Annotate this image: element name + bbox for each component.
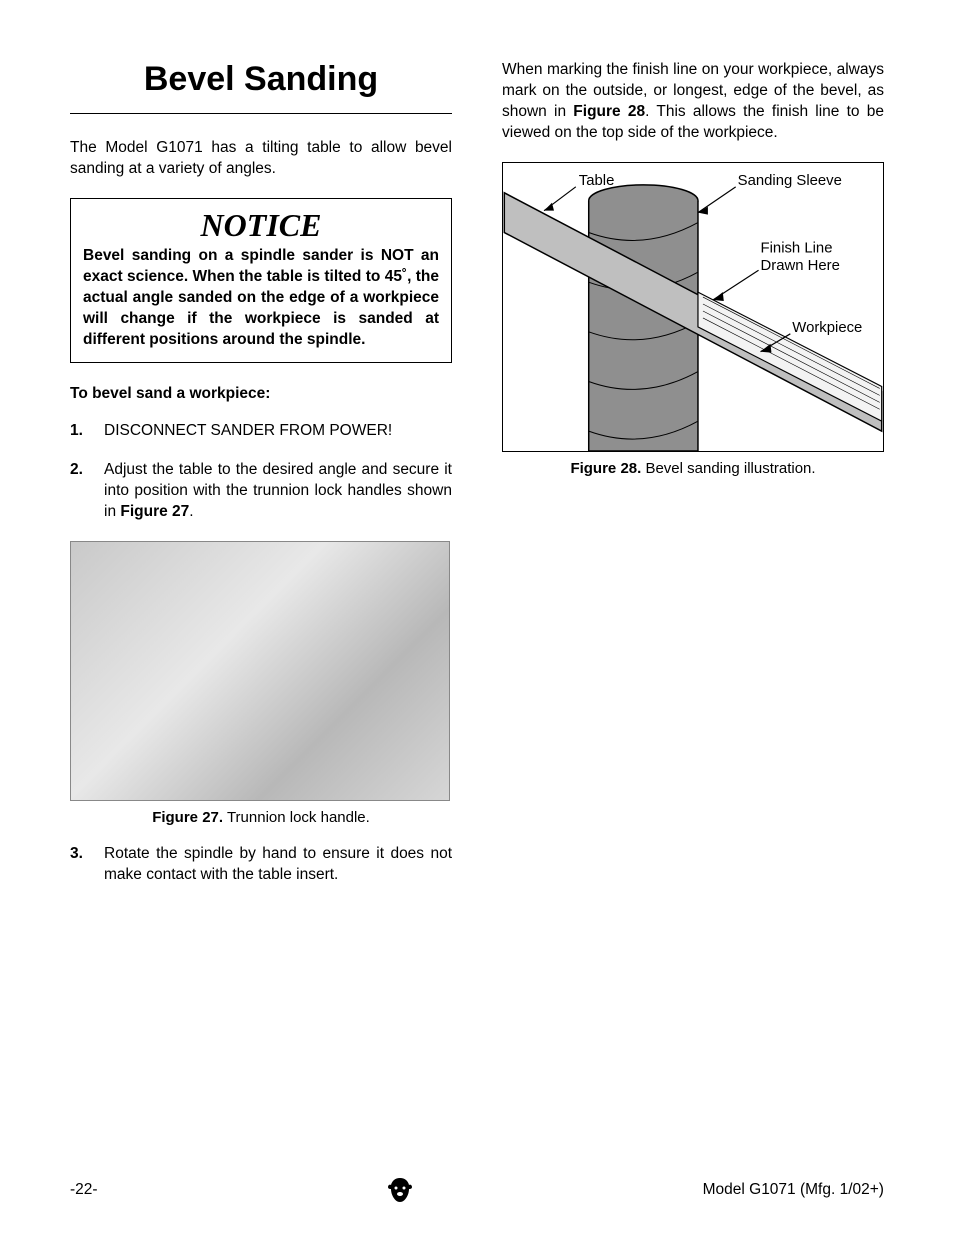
step-number: 1. [70, 421, 104, 442]
page-number: -22- [70, 1181, 98, 1199]
procedure-lead: To bevel sand a workpiece: [70, 385, 452, 403]
bear-logo-icon [385, 1175, 415, 1205]
notice-text: Bevel sanding on a spindle sander is NOT… [83, 246, 439, 351]
notice-box: NOTICE Bevel sanding on a spindle sander… [70, 198, 452, 364]
notice-heading: NOTICE [83, 207, 439, 244]
arrowhead-sleeve [698, 206, 708, 214]
step-3: 3. Rotate the spindle by hand to ensure … [70, 844, 452, 886]
step-text: Adjust the table to the desired angle an… [104, 460, 452, 523]
right-paragraph: When marking the finish line on your wor… [502, 60, 884, 144]
two-column-layout: Bevel Sanding The Model G1071 has a tilt… [70, 60, 884, 904]
page-footer: -22- Model G1071 (Mfg. 1/02+) [70, 1175, 884, 1205]
arrowhead-finish [713, 292, 724, 301]
figure-28-diagram: Table Sanding Sleeve Finish Line Drawn H… [502, 162, 884, 452]
title-rule [70, 113, 452, 114]
figure-27: Figure 27. Trunnion lock handle. [70, 541, 452, 826]
figure-28-label: Figure 28. [570, 460, 641, 477]
steps-list: 1. DISCONNECT SANDER FROM POWER! 2. Adju… [70, 421, 452, 523]
label-sleeve: Sanding Sleeve [738, 173, 842, 189]
figure-27-photo [70, 541, 450, 801]
step-text: DISCONNECT SANDER FROM POWER! [104, 421, 452, 442]
step-1: 1. DISCONNECT SANDER FROM POWER! [70, 421, 452, 442]
model-info: Model G1071 (Mfg. 1/02+) [703, 1181, 884, 1199]
intro-paragraph: The Model G1071 has a tilting table to a… [70, 138, 452, 180]
left-column: Bevel Sanding The Model G1071 has a tilt… [70, 60, 452, 904]
step-2: 2. Adjust the table to the desired angle… [70, 460, 452, 523]
step-text-post: . [189, 503, 193, 520]
figure-27-label: Figure 27. [152, 809, 223, 826]
figure-27-caption-text: Trunnion lock handle. [223, 809, 370, 826]
figure-28: Table Sanding Sleeve Finish Line Drawn H… [502, 162, 884, 477]
workpiece-shape [698, 292, 882, 421]
figure-28-caption: Figure 28. Bevel sanding illustration. [502, 460, 884, 477]
label-finish-1: Finish Line [761, 240, 833, 256]
label-workpiece: Workpiece [792, 320, 862, 336]
label-table: Table [579, 173, 615, 189]
figure-27-caption: Figure 27. Trunnion lock handle. [70, 809, 452, 826]
right-column: When marking the finish line on your wor… [502, 60, 884, 904]
figure-28-caption-text: Bevel sanding illustration. [641, 460, 815, 477]
steps-list-continued: 3. Rotate the spindle by hand to ensure … [70, 844, 452, 886]
arrow-sleeve [698, 187, 736, 213]
label-finish-2: Drawn Here [761, 258, 840, 274]
right-para-bold: Figure 28 [573, 103, 645, 120]
section-title: Bevel Sanding [70, 60, 452, 99]
page: Bevel Sanding The Model G1071 has a tilt… [0, 0, 954, 1235]
bevel-diagram-svg: Table Sanding Sleeve Finish Line Drawn H… [503, 163, 883, 451]
step-number: 3. [70, 844, 104, 886]
step-text: Rotate the spindle by hand to ensure it … [104, 844, 452, 886]
step-text-bold: Figure 27 [120, 503, 189, 520]
step-number: 2. [70, 460, 104, 523]
